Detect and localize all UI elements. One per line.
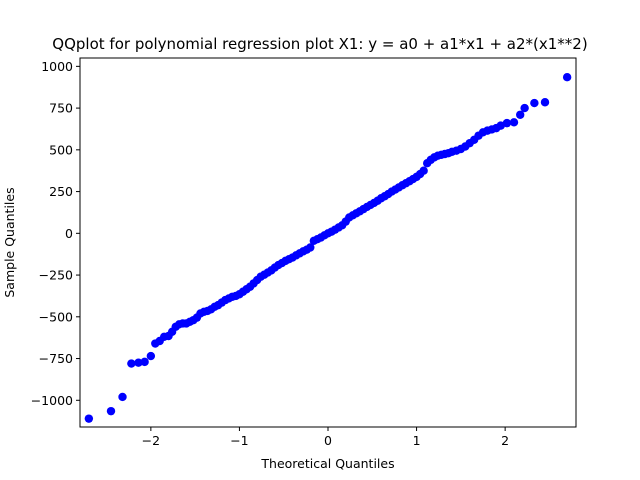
x-tick-label: −1 bbox=[230, 433, 248, 448]
data-point bbox=[146, 351, 156, 361]
chart-title: QQplot for polynomial regression plot X1… bbox=[52, 35, 587, 53]
data-point bbox=[502, 118, 512, 128]
y-tick-label: 0 bbox=[65, 226, 73, 241]
data-point bbox=[419, 166, 428, 175]
axis-ticks: −2 −1 0 1 2 −1000 −750 −500 −250 0 250 500 750 1000 bbox=[31, 59, 509, 448]
y-tick-label: 250 bbox=[49, 184, 73, 199]
data-point bbox=[140, 357, 149, 367]
data-point bbox=[509, 118, 519, 127]
data-point bbox=[306, 243, 315, 252]
y-tick-label: −500 bbox=[39, 309, 73, 324]
y-tick-label: −750 bbox=[39, 351, 73, 366]
data-point bbox=[520, 103, 529, 113]
data-point bbox=[530, 98, 539, 108]
y-tick-label: 1000 bbox=[41, 59, 73, 74]
data-point bbox=[118, 392, 127, 402]
data-point bbox=[106, 406, 116, 416]
y-tick-label: −1000 bbox=[31, 393, 73, 408]
x-tick-label: 0 bbox=[324, 433, 332, 448]
y-tick-label: 500 bbox=[49, 142, 73, 157]
data-point bbox=[562, 73, 572, 82]
data-points bbox=[84, 73, 572, 423]
x-tick-label: −2 bbox=[142, 433, 160, 448]
data-point bbox=[134, 358, 143, 367]
x-tick-label: 2 bbox=[501, 433, 509, 448]
data-point bbox=[540, 98, 550, 107]
data-point bbox=[84, 414, 94, 423]
x-axis-title: Theoretical Quantiles bbox=[260, 456, 394, 471]
y-tick-label: −250 bbox=[39, 268, 73, 283]
data-point bbox=[127, 359, 136, 368]
x-tick-label: 1 bbox=[413, 433, 421, 448]
y-tick-label: 750 bbox=[49, 101, 73, 116]
data-point bbox=[516, 110, 525, 119]
y-axis-title: Sample Quantiles bbox=[2, 187, 17, 297]
plot-area-frame bbox=[79, 57, 577, 428]
